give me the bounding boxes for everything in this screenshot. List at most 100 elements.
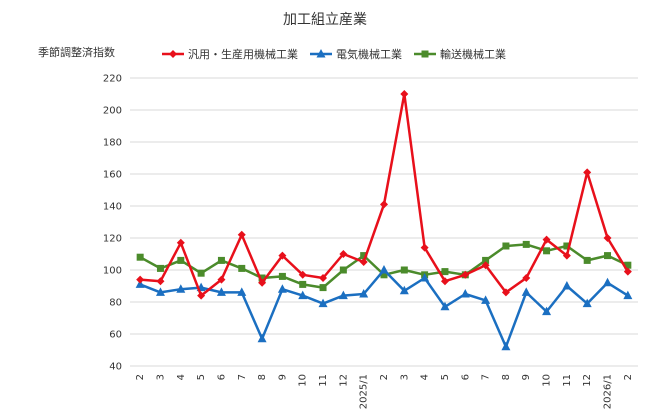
legend-item: 輸送機械工業 [414, 47, 506, 61]
data-point [319, 284, 327, 292]
data-point [563, 242, 571, 250]
x-tick-label: 8 [257, 374, 268, 380]
data-point [603, 234, 612, 242]
data-point [360, 252, 368, 260]
data-point [216, 287, 226, 296]
data-point [379, 265, 389, 274]
data-point [258, 274, 266, 282]
y-tick-label: 140 [103, 202, 122, 213]
data-point [318, 298, 328, 308]
data-point [136, 275, 145, 284]
legend-item: 汎用・生産用機械工業 [162, 47, 298, 61]
data-point [278, 251, 287, 260]
data-point [136, 253, 144, 261]
data-point [562, 281, 572, 290]
data-point [400, 90, 409, 98]
y-tick-label: 180 [103, 138, 122, 149]
data-point [380, 271, 388, 279]
data-point [298, 270, 307, 279]
data-point [258, 278, 267, 287]
x-tick-label: 9 [521, 374, 532, 380]
data-point [481, 261, 490, 270]
series-0 [136, 90, 632, 300]
x-tick-label: 4 [420, 374, 431, 380]
y-tick-label: 100 [103, 266, 122, 277]
data-point [522, 240, 530, 248]
y-axis-label: 季節調整済指数 [38, 45, 115, 59]
x-tick-label: 4 [176, 374, 187, 380]
x-tick-label: 7 [237, 374, 248, 380]
data-point [420, 273, 430, 282]
legend-item: 電気機械工業 [310, 47, 402, 61]
x-tick-label: 2026/1 [603, 374, 614, 409]
x-tick-label: 3 [155, 374, 166, 380]
data-point [624, 261, 632, 269]
data-point [543, 247, 551, 255]
data-point [298, 290, 308, 300]
data-point [400, 266, 408, 274]
data-point [502, 242, 510, 250]
legend-marker [316, 49, 326, 58]
data-point [197, 291, 206, 300]
x-tick-label: 2 [379, 374, 390, 380]
data-point [440, 277, 449, 286]
data-point [299, 280, 307, 288]
x-tick-label: 11 [562, 374, 573, 387]
y-tick-label: 160 [103, 170, 122, 181]
data-point [155, 287, 165, 296]
x-tick-label: 6 [460, 374, 471, 380]
data-point [482, 256, 490, 264]
y-tick-label: 220 [103, 74, 122, 85]
chart-title: 加工組立産業 [283, 12, 367, 28]
data-point [481, 295, 491, 304]
y-tick-label: 40 [109, 362, 122, 373]
x-tick-label: 2 [623, 374, 634, 380]
x-tick-label: 8 [501, 374, 512, 380]
x-tick-label: 9 [277, 374, 288, 380]
x-tick-label: 6 [216, 374, 227, 380]
y-tick-label: 200 [103, 106, 122, 117]
data-point [521, 287, 531, 296]
legend-label: 電気機械工業 [336, 47, 402, 61]
data-point [623, 290, 633, 300]
y-tick-label: 120 [103, 234, 122, 245]
data-point [604, 252, 612, 260]
series-line [139, 268, 629, 349]
data-point [603, 277, 613, 287]
grid [130, 77, 638, 367]
data-point [319, 274, 328, 282]
x-tick-label: 10 [298, 374, 309, 387]
data-point [197, 269, 205, 277]
data-point [278, 272, 286, 280]
data-point [582, 298, 592, 308]
data-point [338, 290, 348, 300]
data-point [339, 266, 347, 274]
data-point [441, 268, 449, 276]
data-point [156, 277, 165, 286]
data-point [176, 284, 186, 293]
data-point [277, 284, 287, 293]
data-point [238, 264, 246, 272]
data-point [542, 306, 552, 316]
y-axis-ticks: 40 60 80 100 120 140 160 180 200 220 [103, 74, 122, 373]
data-point [460, 289, 470, 298]
x-tick-label: 11 [318, 374, 329, 387]
x-tick-label: 2025/1 [359, 374, 370, 409]
series-layer [135, 90, 633, 351]
legend-label: 汎用・生産用機械工業 [188, 47, 298, 61]
data-point [257, 333, 267, 343]
data-point [156, 264, 164, 272]
data-point [177, 256, 185, 264]
data-point [542, 235, 551, 244]
data-point [217, 275, 226, 284]
y-tick-label: 80 [109, 298, 122, 309]
data-point [623, 267, 632, 276]
x-tick-label: 12 [582, 374, 593, 387]
data-point [399, 285, 409, 295]
data-point [237, 230, 246, 239]
data-point [583, 256, 591, 264]
data-point [501, 288, 510, 297]
x-tick-label: 5 [440, 374, 451, 380]
data-point [461, 270, 470, 279]
data-point [583, 168, 592, 177]
